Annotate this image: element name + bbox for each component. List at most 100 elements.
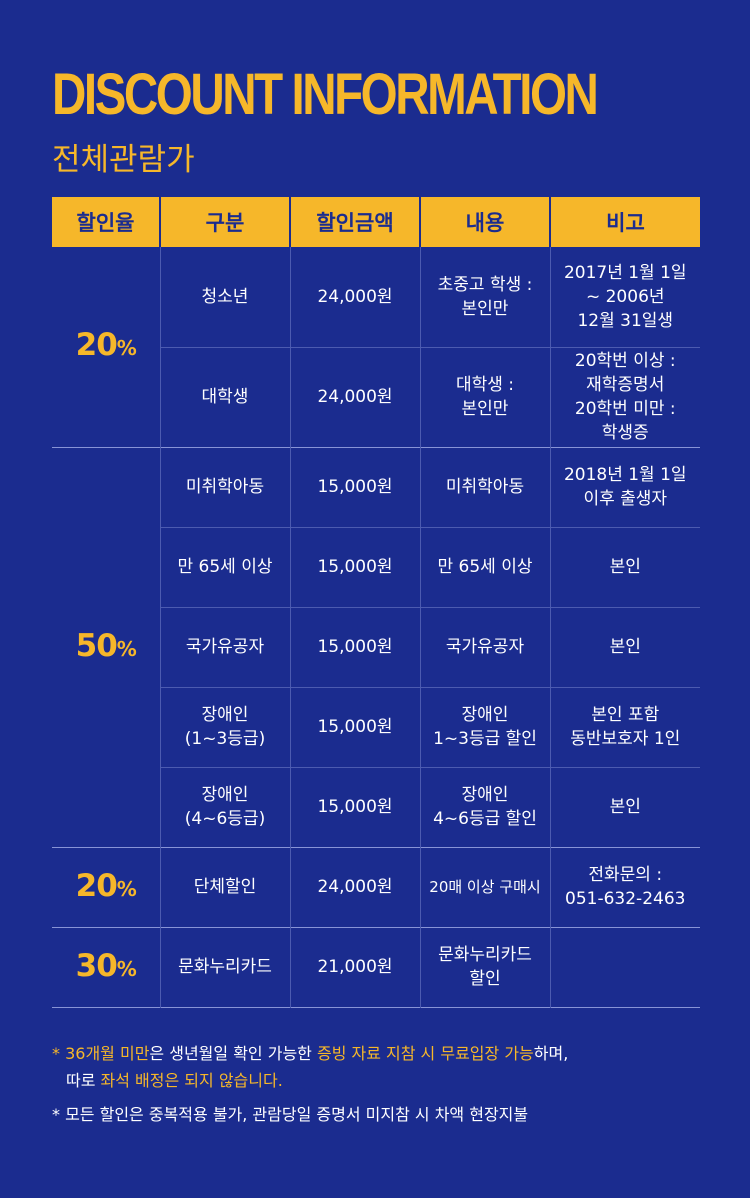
discount-rate: 50% — [52, 446, 160, 847]
category-cell: 청소년 — [159, 247, 290, 347]
cell-line: 20학번 미만 : — [574, 399, 676, 419]
category-cell: 대학생 — [159, 346, 290, 447]
amount-value: 15,000원 — [317, 557, 393, 577]
amount-cell: 15,000원 — [289, 606, 420, 687]
table-row: 대학생 24,000원 대학생 : 본인만 20학번 이상 : 재학증명서 20학번 미만 … — [52, 346, 700, 447]
content-cell: 초중고 학생 : 본인만 — [419, 247, 550, 347]
discount-rate: 30% — [52, 926, 160, 1007]
amount-value: 15,000원 — [317, 637, 393, 657]
table-row: 50% 미취학아동 15,000원 미취학아동 2018년 1월 1일 이후 출생자 — [52, 446, 700, 847]
table-body: 20% 청소년 24,000원 초중고 학생 : 본인만 2017년 1월 1일 ~ 200… — [52, 247, 700, 1007]
amount-cell: 24,000원 — [289, 247, 420, 347]
cell-line: 청소년 — [201, 286, 249, 307]
note-cell: 본인 — [549, 766, 700, 847]
note-bullet: * — [52, 1044, 60, 1063]
amount-cell: 24,000원 — [289, 846, 420, 927]
rate-value: 20 — [75, 327, 118, 364]
amount-value: 15,000원 — [317, 477, 393, 497]
table-row: 만 65세 이상 15,000원 만 65세 이상 본인 — [52, 526, 700, 607]
note-text: 하며, — [533, 1044, 569, 1063]
cell-line: 본인만 — [461, 399, 509, 419]
amount-value: 15,000원 — [317, 717, 393, 737]
table-row: 30% 문화누리카드 21,000원 문화누리카드 할인 — [52, 926, 700, 1007]
cell-line: 학생증 — [601, 423, 649, 443]
table-row: 장애인 (4~6등급) 15,000원 장애인 4~6등급 할인 본인 — [52, 766, 700, 847]
note-2: * 모든 할인은 중복적용 불가, 관람당일 증명서 미지참 시 차액 현장지불 — [52, 1105, 529, 1124]
cell-line: 대학생 — [201, 387, 249, 407]
amount-cell: 21,000원 — [289, 926, 420, 1007]
note-cell: 본인 — [549, 606, 700, 687]
note-highlight: 좌석 배정은 되지 않습니다. — [100, 1071, 283, 1090]
cell-line: 미취학아동 — [185, 477, 265, 497]
note-text: 은 생년월일 확인 가능한 — [149, 1044, 317, 1063]
header-rate: 할인율 — [52, 197, 160, 247]
cell-line: 단체할인 — [193, 877, 257, 897]
cell-line: 본인 — [609, 797, 641, 817]
discount-rate: 20% — [52, 247, 160, 447]
discount-rate: 20% — [52, 846, 160, 927]
cell-line: ~ 2006년 — [585, 286, 665, 307]
rate-value: 50 — [75, 627, 118, 664]
header-amount: 할인금액 — [289, 197, 420, 247]
content-cell: 미취학아동 — [419, 446, 550, 527]
category-cell: 장애인 (4~6등급) — [159, 766, 290, 847]
cell-line: 장애인 — [461, 705, 509, 725]
amount-value: 21,000원 — [317, 957, 393, 977]
content-cell: 만 65세 이상 — [419, 526, 550, 607]
note-cell: 20학번 이상 : 재학증명서 20학번 미만 : 학생증 — [549, 346, 700, 447]
cell-line: 동반보호자 1인 — [570, 729, 681, 749]
header-note: 비고 — [549, 197, 700, 247]
amount-cell: 24,000원 — [289, 346, 420, 447]
percent-sign: % — [116, 636, 137, 661]
note-1: * 36개월 미만은 생년월일 확인 가능한 증빙 자료 지참 시 무료입장 가… — [52, 1040, 568, 1094]
cell-line: 재학증명서 — [586, 375, 665, 395]
note-cell: 2018년 1월 1일 이후 출생자 — [549, 446, 700, 527]
content-cell: 국가유공자 — [419, 606, 550, 687]
category-cell: 장애인 (1~3등급) — [159, 686, 290, 767]
table-row: 20% 청소년 24,000원 초중고 학생 : 본인만 2017년 1월 1일 ~ 200… — [52, 247, 700, 361]
note-highlight: 증빙 자료 지참 시 무료입장 가능 — [316, 1044, 534, 1063]
cell-line: 장애인 — [461, 785, 509, 805]
cell-line: 만 65세 이상 — [177, 557, 273, 577]
page-title: DISCOUNT INFORMATION — [52, 62, 599, 127]
table-header-row: 할인율 구분 할인금액 내용 비고 — [52, 197, 700, 247]
cell-line: 이후 출생자 — [583, 489, 668, 509]
category-cell: 만 65세 이상 — [159, 526, 290, 607]
category-cell: 국가유공자 — [159, 606, 290, 687]
cell-line: 만 65세 이상 — [437, 557, 533, 577]
percent-sign: % — [116, 336, 137, 361]
amount-cell: 15,000원 — [289, 526, 420, 607]
cell-line: 2017년 1월 1일 — [563, 262, 687, 283]
amount-cell: 15,000원 — [289, 686, 420, 767]
content-cell: 문화누리카드 할인 — [419, 926, 550, 1007]
cell-line: 초중고 학생 : — [437, 274, 533, 295]
content-cell: 장애인 4~6등급 할인 — [419, 766, 550, 847]
amount-value: 24,000원 — [317, 286, 393, 307]
page-subtitle: 전체관람가 — [52, 142, 195, 178]
rate-value: 30 — [75, 947, 118, 984]
content-cell: 20매 이상 구매시 — [419, 846, 550, 927]
cell-line: 본인 포함 — [591, 705, 660, 725]
cell-line: 20학번 이상 : — [574, 351, 676, 371]
cell-line: 4~6등급 할인 — [433, 809, 537, 829]
cell-line: 1~3등급 할인 — [433, 729, 537, 749]
cell-line: (4~6등급) — [184, 809, 266, 829]
cell-line: 할인 — [469, 969, 501, 989]
cell-line: 본인 — [609, 557, 641, 577]
amount-cell: 15,000원 — [289, 446, 420, 527]
note-cell: 2017년 1월 1일 ~ 2006년 12월 31일생 — [549, 247, 700, 347]
header-content: 내용 — [419, 197, 550, 247]
percent-sign: % — [116, 956, 137, 981]
note-cell: 전화문의 : 051-632-2463 — [549, 846, 700, 927]
amount-value: 24,000원 — [317, 387, 393, 407]
category-cell: 미취학아동 — [159, 446, 290, 527]
cell-line: 장애인 — [201, 705, 249, 725]
cell-line: 국가유공자 — [445, 637, 525, 657]
rate-value: 20 — [75, 867, 118, 904]
amount-cell: 15,000원 — [289, 766, 420, 847]
cell-line: 12월 31일생 — [577, 310, 674, 331]
content-cell: 대학생 : 본인만 — [419, 346, 550, 447]
note-cell — [549, 926, 700, 1007]
